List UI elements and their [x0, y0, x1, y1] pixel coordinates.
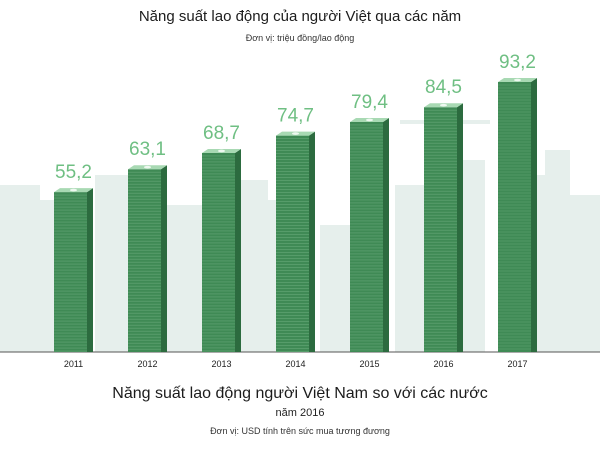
bar-value-label: 79,4 — [351, 92, 388, 113]
bar-side — [383, 117, 389, 352]
bar-value-label: 68,7 — [203, 123, 240, 144]
bar-top-emblem — [70, 188, 77, 192]
skyline-building — [165, 205, 205, 352]
skyline-building — [570, 195, 600, 352]
city-skyline-background — [0, 120, 600, 352]
bar — [128, 169, 161, 352]
bar-top-emblem — [218, 149, 225, 153]
bar — [424, 107, 457, 353]
bar-chart: 55,2 2011 63,1 2012 68,7 2013 74,7 2014 79,4 2015… — [0, 52, 600, 369]
bars-group: 55,2 2011 63,1 2012 68,7 2013 74,7 2014 79,4 2015… — [54, 52, 537, 369]
skyline-building — [320, 225, 350, 352]
section-unit-label: Đơn vị: USD tính trên sức mua tương đươn… — [210, 426, 390, 436]
x-tick-label: 2014 — [285, 359, 305, 369]
bar-top-emblem — [144, 165, 151, 169]
bar-value-label: 55,2 — [55, 162, 92, 183]
bar-side — [87, 188, 93, 352]
bar-side — [531, 78, 537, 352]
chart-title: Năng suất lao động của người Việt qua cá… — [138, 8, 462, 25]
bar-value-label: 74,7 — [277, 106, 314, 127]
bar-side — [309, 131, 315, 352]
x-tick-label: 2012 — [137, 359, 157, 369]
section-title: Năng suất lao động người Việt Nam so với… — [112, 385, 488, 402]
bar-side — [235, 148, 241, 352]
bar-value-label: 84,5 — [425, 77, 462, 98]
x-tick-label: 2011 — [64, 359, 83, 369]
bar-top-emblem — [514, 78, 521, 82]
skyline-building — [545, 150, 570, 352]
bar-top-emblem — [292, 132, 299, 135]
bar-side — [457, 103, 463, 353]
bar-top-emblem — [366, 118, 373, 122]
bar-value-label: 93,2 — [499, 52, 536, 73]
skyline-building — [95, 175, 130, 352]
bar — [54, 192, 87, 352]
x-tick-label: 2015 — [359, 359, 379, 369]
skyline-building — [0, 185, 40, 352]
bar — [350, 121, 383, 352]
x-tick-label: 2017 — [507, 359, 527, 369]
chart-unit-label: Đơn vị: triệu đồng/lao động — [245, 33, 355, 43]
section-year: năm 2016 — [275, 407, 325, 419]
x-tick-label: 2013 — [211, 359, 231, 369]
bar-top-emblem — [440, 103, 447, 107]
x-tick-label: 2016 — [433, 359, 453, 369]
bar-side — [161, 165, 167, 352]
bar-value-label: 63,1 — [129, 139, 166, 160]
